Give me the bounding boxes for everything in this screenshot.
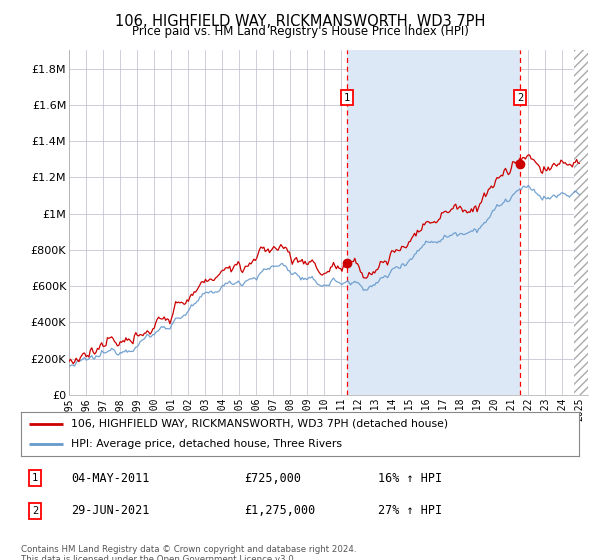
Text: 106, HIGHFIELD WAY, RICKMANSWORTH, WD3 7PH: 106, HIGHFIELD WAY, RICKMANSWORTH, WD3 7… (115, 14, 485, 29)
Text: HPI: Average price, detached house, Three Rivers: HPI: Average price, detached house, Thre… (71, 439, 342, 449)
Bar (574, 50, 588, 395)
Text: 04-MAY-2011: 04-MAY-2011 (71, 472, 149, 484)
Text: 1: 1 (344, 92, 350, 102)
Text: £1,275,000: £1,275,000 (244, 505, 316, 517)
Text: 1: 1 (32, 473, 38, 483)
Text: 2: 2 (517, 92, 523, 102)
Bar (574, 50, 588, 395)
Text: 106, HIGHFIELD WAY, RICKMANSWORTH, WD3 7PH (detached house): 106, HIGHFIELD WAY, RICKMANSWORTH, WD3 7… (71, 419, 448, 429)
Text: 29-JUN-2021: 29-JUN-2021 (71, 505, 149, 517)
Text: 16% ↑ HPI: 16% ↑ HPI (378, 472, 442, 484)
Text: 27% ↑ HPI: 27% ↑ HPI (378, 505, 442, 517)
Text: Price paid vs. HM Land Registry's House Price Index (HPI): Price paid vs. HM Land Registry's House … (131, 25, 469, 38)
Text: Contains HM Land Registry data © Crown copyright and database right 2024.
This d: Contains HM Land Registry data © Crown c… (21, 545, 356, 560)
Bar (347, 50, 520, 395)
Text: 2: 2 (32, 506, 38, 516)
Text: £725,000: £725,000 (244, 472, 301, 484)
